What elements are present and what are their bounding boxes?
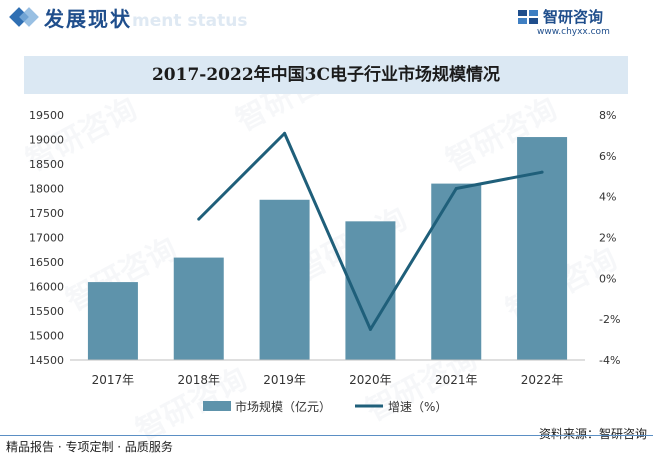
right-axis-tick-label: 6% <box>599 150 616 163</box>
x-axis-category-label: 2019年 <box>263 373 306 387</box>
legend-label-line: 增速（%） <box>388 400 447 414</box>
left-axis-tick-label: 19500 <box>29 109 64 122</box>
left-axis-tick-label: 19000 <box>29 134 64 147</box>
left-axis-tick-label: 16500 <box>29 256 64 269</box>
brand-name: 智研咨询 <box>543 8 604 26</box>
brand-logo-block: 智研咨询 www.chyxx.com <box>517 6 637 42</box>
legend-label-bar: 市场规模（亿元） <box>235 399 331 414</box>
bar-5 <box>431 183 482 360</box>
right-axis-tick-label: 8% <box>599 109 616 122</box>
right-axis-tick-label: 0% <box>599 272 616 285</box>
left-axis-tick-label: 17500 <box>29 207 64 220</box>
x-axis-category-label: 2021年 <box>435 373 478 387</box>
left-axis-tick-label: 18000 <box>29 183 64 196</box>
bar-2 <box>173 257 224 360</box>
right-axis-tick-label: 4% <box>599 191 616 204</box>
brand-logo-icon <box>518 10 538 24</box>
x-axis-category-label: 2018年 <box>177 373 220 387</box>
x-axis-category-label: 2020年 <box>349 373 392 387</box>
right-axis-tick-label: -2% <box>599 313 620 326</box>
brand-url: www.chyxx.com <box>537 27 610 37</box>
left-axis-tick-label: 17000 <box>29 232 64 245</box>
x-axis-category-label: 2017年 <box>92 373 135 387</box>
footer-divider <box>0 435 653 436</box>
left-axis-tick-label: 18500 <box>29 158 64 171</box>
bar-6 <box>517 137 568 360</box>
legend-swatch-bar <box>203 401 231 411</box>
footer-tagline: 精品报告 · 专项定制 · 品质服务 <box>6 440 173 454</box>
bar-3 <box>259 199 310 360</box>
left-axis-tick-label: 15500 <box>29 305 64 318</box>
left-axis-tick-label: 14500 <box>29 354 64 367</box>
growth-rate-point-4 <box>368 327 372 331</box>
left-axis-tick-label: 16000 <box>29 281 64 294</box>
right-axis-tick-label: -4% <box>599 354 620 367</box>
header-title: 发展现状 <box>44 7 132 31</box>
growth-rate-point-3 <box>283 131 287 135</box>
chart-title-band: 2017-2022年中国3C电子行业市场规模情况 <box>24 56 628 94</box>
growth-rate-point-6 <box>540 170 544 174</box>
page-header: ment status 发展现状 智研咨询 www.chyxx.com <box>0 0 653 40</box>
chart: 14500 15000 15500 16000 16500 17000 17500 18000… <box>29 109 620 414</box>
header-watermark-subtitle: ment status <box>132 11 248 31</box>
growth-rate-point-5 <box>454 187 458 190</box>
growth-rate-point-2 <box>197 217 201 221</box>
chart-title: 2017-2022年中国3C电子行业市场规模情况 <box>151 65 501 85</box>
x-axis-category-label: 2022年 <box>521 373 564 387</box>
bar-1 <box>87 282 138 360</box>
right-axis-tick-label: 2% <box>599 232 616 245</box>
source-note: 资料来源：智研咨询 <box>538 427 647 441</box>
left-axis-tick-label: 15000 <box>29 330 64 343</box>
